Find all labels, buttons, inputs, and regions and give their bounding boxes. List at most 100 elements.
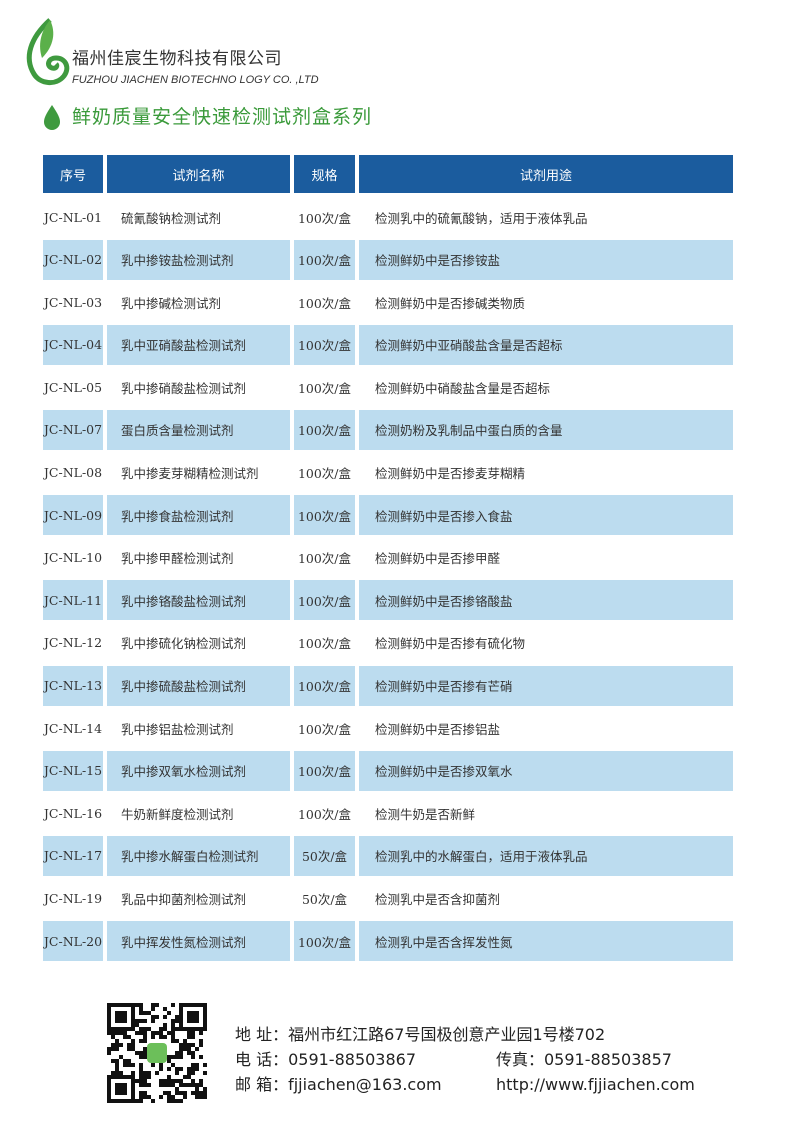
cell-usage: 检测鲜奶中是否掺麦芽糊精 [375,466,526,482]
cell-name: 乳中掺硫化钠检测试剂 [121,636,247,652]
cell-serial: JC-NL-11 [43,580,103,621]
droplet-icon [44,105,60,130]
cell-name: 乳中掺铵盐检测试剂 [107,239,290,280]
table-row: JC-NL-13 乳中掺硫酸盐检测试剂 100次/盒 检测鲜奶中是否掺有芒硝 [43,665,733,706]
company-name-en: FUZHOU JIACHEN BIOTECHNO LOGY CO. ,LTD [72,74,319,86]
table-header-row: 序号 试剂名称 规格 试剂用途 [43,155,733,193]
cell-name: 乳中亚硝酸盐检测试剂 [107,324,290,365]
cell-spec: 100次/盒 [294,580,355,621]
cell-name: 乳中掺铝盐检测试剂 [121,721,234,737]
table-row: JC-NL-20 乳中挥发性氮检测试剂 100次/盒 检测乳中是否含挥发性氮 [43,921,733,962]
product-table: 序号 试剂名称 规格 试剂用途 JC-NL-01 硫氰酸钠检测试剂 100次/盒 检测… [43,155,733,964]
table-row: JC-NL-10 乳中掺甲醛检测试剂 100次/盒 检测鲜奶中是否掺甲醛 [43,538,733,578]
table-row: JC-NL-16 牛奶新鲜度检测试剂 100次/盒 检测牛奶是否新鲜 [43,793,733,833]
cell-usage: 检测鲜奶中是否掺有硫化物 [375,636,526,652]
cell-serial: JC-NL-13 [43,665,103,706]
cell-usage: 检测乳中是否含抑菌剂 [375,892,501,907]
cell-usage: 检测鲜奶中硝酸盐含量是否超标 [375,380,551,396]
cell-usage: 检测乳中的水解蛋白，适用于液体乳品 [359,835,733,876]
cell-name: 乳中掺硝酸盐检测试剂 [121,380,247,396]
cell-usage: 检测鲜奶中是否掺铝盐 [375,721,501,737]
cell-spec: 100次/盒 [294,324,355,365]
cell-serial: JC-NL-01 [43,209,103,225]
cell-usage: 检测鲜奶中是否掺铵盐 [359,239,733,280]
company-logo-icon [26,18,70,85]
cell-serial: JC-NL-08 [43,465,103,481]
cell-spec: 100次/盒 [297,721,352,737]
table-row: JC-NL-14 乳中掺铝盐检测试剂 100次/盒 检测鲜奶中是否掺铝盐 [43,708,733,748]
header-name: 试剂名称 [107,155,290,193]
cell-usage: 检测鲜奶中是否掺碱类物质 [375,295,526,311]
cell-name: 乳中掺碱检测试剂 [121,295,222,311]
cell-usage: 检测鲜奶中是否掺有芒硝 [359,665,733,706]
cell-usage: 检测牛奶是否新鲜 [375,806,476,822]
cell-serial: JC-NL-07 [43,409,103,450]
table-row: JC-NL-01 硫氰酸钠检测试剂 100次/盒 检测乳中的硫氰酸钠，适用于液体乳品 [43,197,733,237]
cell-serial: JC-NL-19 [43,891,103,906]
cell-name: 硫氰酸钠检测试剂 [121,210,222,226]
series-title: 鲜奶质量安全快速检测试剂盒系列 [72,106,373,128]
table-row: JC-NL-08 乳中掺麦芽糊精检测试剂 100次/盒 检测鲜奶中是否掺麦芽糊精 [43,453,733,493]
cell-spec: 100次/盒 [297,551,352,567]
cell-serial: JC-NL-14 [43,720,103,736]
cell-spec: 100次/盒 [297,806,352,822]
cell-usage: 检测鲜奶中是否掺甲醛 [375,551,501,567]
cell-serial: JC-NL-16 [43,805,103,821]
cell-name: 蛋白质含量检测试剂 [107,409,290,450]
cell-spec: 100次/盒 [297,380,352,396]
qr-code [107,1003,207,1103]
cell-usage: 检测鲜奶中是否掺铬酸盐 [359,580,733,621]
cell-spec: 100次/盒 [297,295,352,311]
phone: 电 话：0591-88503867 [235,1050,417,1069]
contact-info: 地 址：福州市红江路67号国极创意产业园1号楼702 电 话：0591-8850… [235,1022,695,1097]
cell-usage: 检测奶粉及乳制品中蛋白质的含量 [359,409,733,450]
cell-name: 乳中掺食盐检测试剂 [107,495,290,536]
cell-usage: 检测乳中是否含挥发性氮 [359,921,733,962]
header-usage: 试剂用途 [359,155,733,193]
cell-serial: JC-NL-03 [43,294,103,310]
cell-usage: 检测鲜奶中是否掺双氧水 [359,750,733,791]
table-row: JC-NL-12 乳中掺硫化钠检测试剂 100次/盒 检测鲜奶中是否掺有硫化物 [43,623,733,663]
table-row: JC-NL-11 乳中掺铬酸盐检测试剂 100次/盒 检测鲜奶中是否掺铬酸盐 [43,580,733,621]
cell-serial: JC-NL-17 [43,835,103,876]
cell-name: 乳中掺麦芽糊精检测试剂 [121,466,259,482]
cell-name: 乳中挥发性氮检测试剂 [107,921,290,962]
email: 邮 箱：fjjiachen@163.com [235,1075,442,1094]
cell-usage: 检测乳中的硫氰酸钠，适用于液体乳品 [375,210,588,226]
cell-name: 牛奶新鲜度检测试剂 [121,806,234,822]
cell-spec: 100次/盒 [294,665,355,706]
cell-name: 乳中掺双氧水检测试剂 [107,750,290,791]
cell-serial: JC-NL-09 [43,495,103,536]
header-spec: 规格 [294,155,355,193]
table-row: JC-NL-07 蛋白质含量检测试剂 100次/盒 检测奶粉及乳制品中蛋白质的含量 [43,409,733,450]
cell-serial: JC-NL-10 [43,550,103,566]
cell-usage: 检测鲜奶中亚硝酸盐含量是否超标 [359,324,733,365]
cell-serial: JC-NL-05 [43,379,103,395]
cell-spec: 100次/盒 [297,636,352,652]
table-row: JC-NL-04 乳中亚硝酸盐检测试剂 100次/盒 检测鲜奶中亚硝酸盐含量是否超标 [43,324,733,365]
cell-serial: JC-NL-04 [43,324,103,365]
address: 地 址：福州市红江路67号国极创意产业园1号楼702 [235,1025,606,1044]
table-row: JC-NL-15 乳中掺双氧水检测试剂 100次/盒 检测鲜奶中是否掺双氧水 [43,750,733,791]
table-row: JC-NL-09 乳中掺食盐检测试剂 100次/盒 检测鲜奶中是否掺入食盐 [43,495,733,536]
cell-serial: JC-NL-02 [43,239,103,280]
fax: 传真：0591-88503857 [496,1050,672,1069]
cell-spec: 50次/盒 [294,835,355,876]
cell-spec: 100次/盒 [294,495,355,536]
cell-spec: 100次/盒 [297,466,352,482]
cell-name: 乳品中抑菌剂检测试剂 [121,892,247,907]
company-name-cn: 福州佳宸生物科技有限公司 [72,49,282,69]
cell-serial: JC-NL-20 [43,921,103,962]
cell-name: 乳中掺硫酸盐检测试剂 [107,665,290,706]
cell-spec: 100次/盒 [294,921,355,962]
cell-serial: JC-NL-15 [43,750,103,791]
table-row: JC-NL-02 乳中掺铵盐检测试剂 100次/盒 检测鲜奶中是否掺铵盐 [43,239,733,280]
header-serial: 序号 [43,155,103,193]
cell-spec: 100次/盒 [294,239,355,280]
table-row: JC-NL-05 乳中掺硝酸盐检测试剂 100次/盒 检测鲜奶中硝酸盐含量是否超标 [43,367,733,407]
cell-name: 乳中掺水解蛋白检测试剂 [107,835,290,876]
cell-spec: 100次/盒 [294,750,355,791]
website: http://www.fjjiachen.com [496,1075,695,1094]
table-row: JC-NL-19 乳品中抑菌剂检测试剂 50次/盒 检测乳中是否含抑菌剂 [43,879,733,919]
cell-name: 乳中掺铬酸盐检测试剂 [107,580,290,621]
